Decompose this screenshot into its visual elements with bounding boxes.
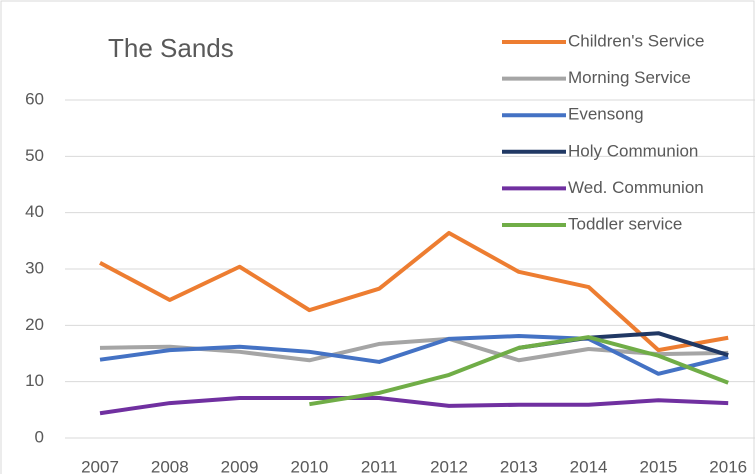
x-tick-label: 2007: [81, 457, 119, 474]
y-tick-label: 40: [25, 202, 44, 221]
legend-label: Children's Service: [568, 31, 704, 50]
series-line: [99, 396, 729, 416]
x-tick-label: 2012: [430, 457, 468, 474]
legend-label: Wed. Communion: [568, 178, 704, 197]
x-tick-label: 2016: [709, 457, 747, 474]
legend-label: Holy Communion: [568, 141, 698, 160]
series-line: [99, 334, 729, 376]
y-tick-label: 50: [25, 146, 44, 165]
x-tick-label: 2008: [151, 457, 189, 474]
x-tick-label: 2009: [221, 457, 259, 474]
y-tick-label: 30: [25, 258, 44, 277]
y-tick-label: 20: [25, 315, 44, 334]
y-tick-label: 60: [25, 89, 44, 108]
x-tick-label: 2015: [639, 457, 677, 474]
x-tick-label: 2011: [361, 457, 398, 474]
chart-title: The Sands: [108, 33, 234, 63]
x-tick-label: 2010: [290, 457, 328, 474]
legend-label: Morning Service: [568, 68, 691, 87]
x-tick-label: 2013: [500, 457, 538, 474]
y-tick-label: 0: [35, 427, 44, 446]
legend-label: Toddler service: [568, 214, 682, 233]
x-tick-label: 2014: [570, 457, 608, 474]
y-tick-label: 10: [25, 371, 44, 390]
legend-label: Evensong: [568, 105, 644, 124]
series-line: [309, 335, 729, 407]
series-line: [99, 230, 729, 353]
